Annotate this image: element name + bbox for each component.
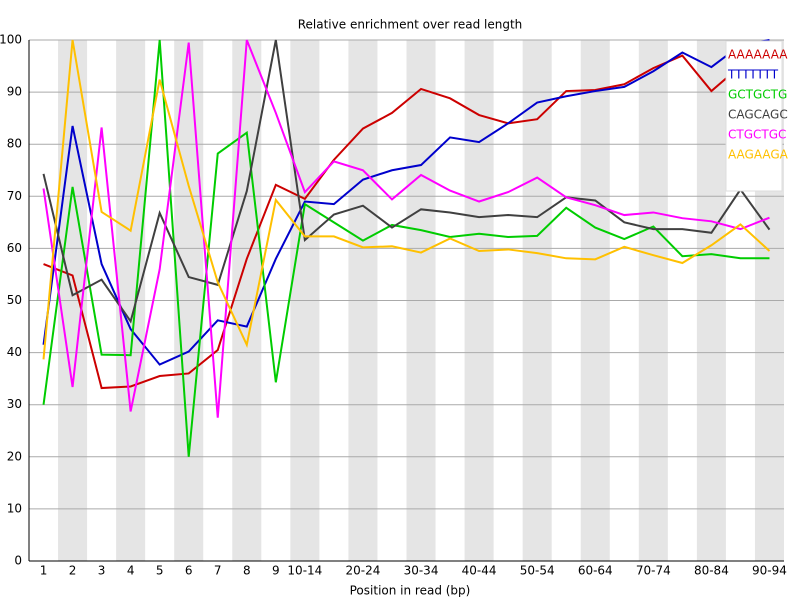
legend-entry: GCTGCTG	[728, 88, 787, 102]
x-axis-label: Position in read (bp)	[350, 584, 471, 598]
series-line	[42, 39, 770, 418]
series-line	[42, 39, 771, 360]
y-tick-label: 70	[7, 189, 22, 203]
x-tick-label: 50-54	[520, 564, 555, 578]
x-tick-label: 70-74	[636, 564, 671, 578]
legend-box	[725, 40, 783, 192]
x-tick-label: 1	[40, 564, 48, 578]
y-tick-label: 90	[7, 85, 22, 99]
x-tick-label: 6	[185, 564, 193, 578]
x-tick-label: 40-44	[462, 564, 497, 578]
x-tick-label: 2	[69, 564, 77, 578]
legend-entry: CAGCAGC	[728, 108, 788, 122]
x-tick-label: 20-24	[346, 564, 381, 578]
series-line	[43, 54, 770, 390]
x-tick-label: 8	[243, 564, 251, 578]
y-tick-label: 60	[7, 241, 22, 255]
legend-entry: AAAAAAA	[728, 48, 788, 62]
y-tick-label: 10	[7, 501, 22, 515]
y-tick-label: 100	[0, 33, 22, 47]
legend: AAAAAAA TTTTTTT GCTGCTG CAGCAGC CTGCTGC AAGAA…	[725, 40, 789, 192]
legend-entry: CTGCTGC	[728, 128, 786, 142]
series-line	[42, 39, 770, 366]
x-tick-label: 3	[98, 564, 106, 578]
chart-title: Relative enrichment over read length	[298, 18, 523, 32]
y-tick-label: 20	[7, 449, 22, 463]
x-tick-label: 5	[156, 564, 164, 578]
y-tick-label: 40	[7, 345, 22, 359]
legend-entry: TTTTTTT	[727, 68, 779, 82]
y-tick-label: 0	[14, 554, 22, 568]
legend-entry: AAGAAGA	[728, 148, 789, 162]
x-tick-label: 4	[127, 564, 135, 578]
y-tick-label: 50	[7, 293, 22, 307]
x-tick-label: 10-14	[287, 564, 322, 578]
y-tick-label: 30	[7, 397, 22, 411]
x-tick-label: 80-84	[694, 564, 729, 578]
x-tick-label: 60-64	[578, 564, 613, 578]
x-tick-label: 90-94	[752, 564, 787, 578]
x-tick-label: 30-34	[404, 564, 439, 578]
x-tick-label: 7	[214, 564, 222, 578]
y-tick-label: 80	[7, 137, 22, 151]
x-tick-label: 9	[272, 564, 280, 578]
